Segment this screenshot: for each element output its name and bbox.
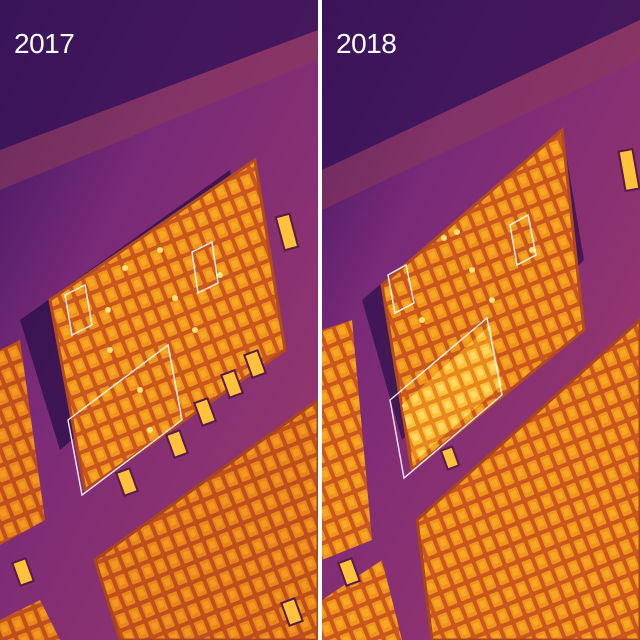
- anomaly-box: [509, 213, 537, 267]
- solar-array-bottom-corner: [322, 560, 402, 640]
- thermal-panel-2018: 2018: [322, 0, 640, 640]
- hot-spots-upper: [105, 247, 223, 433]
- anomaly-box: [191, 240, 219, 295]
- anomaly-boxes-2018: [387, 213, 537, 480]
- solar-array-lower: [93, 398, 318, 640]
- year-label-2018: 2018: [336, 28, 397, 59]
- inverter-units: [337, 147, 640, 587]
- solar-array-left-edge: [322, 320, 372, 560]
- year-label-2017: 2017: [14, 28, 75, 59]
- vegetation-band: [0, 0, 318, 150]
- road-strip: [322, 20, 640, 210]
- solar-array-upper: [48, 157, 287, 493]
- inverter-units: [11, 212, 304, 627]
- thermal-scene-2017: [0, 0, 318, 640]
- vegetation-band: [322, 0, 640, 170]
- road-strip: [0, 30, 318, 190]
- hot-spots-upper: [419, 229, 535, 323]
- solar-array-lower: [415, 317, 640, 640]
- anomaly-box: [387, 263, 415, 315]
- thermal-panel-2017: 2017: [0, 0, 318, 640]
- thermal-scene-2018: [322, 0, 640, 640]
- anomaly-boxes-2017: [64, 240, 219, 497]
- solar-array-bottom-corner: [0, 600, 60, 640]
- anomaly-box: [67, 343, 183, 497]
- hot-module-string: [402, 325, 502, 462]
- panel-divider: [318, 0, 322, 640]
- solar-array-left-edge: [0, 340, 45, 545]
- anomaly-box: [389, 316, 503, 480]
- anomaly-box: [64, 283, 93, 337]
